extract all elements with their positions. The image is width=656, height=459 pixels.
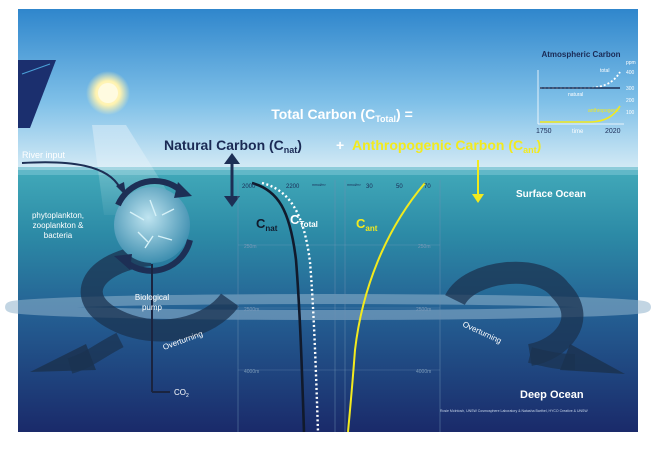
- plankton-globe: [114, 187, 190, 263]
- inset-anthropogenic-line: [540, 105, 621, 123]
- plankton-icon: [129, 199, 175, 249]
- profile-right-depth-2: 2500m: [416, 307, 431, 313]
- overturning-right-arrow: [445, 261, 584, 366]
- inset-x-start: 1750: [536, 128, 552, 135]
- profile-left-panel: [237, 180, 336, 432]
- profile-right-depth-1: 250m: [418, 244, 431, 250]
- ctotal-profile-line: [261, 181, 320, 433]
- profile-left-unit: mmol/m³: [312, 183, 326, 187]
- profile-right-tick-3: 70: [424, 184, 431, 190]
- credit-text: Rosie McIntosh, UNSW Cosmosphere Laborat…: [440, 409, 588, 413]
- cycle-arrows-icon: [115, 178, 193, 274]
- profile-left-tick-1: 2000: [242, 184, 256, 190]
- inset-ytick-3: 200: [626, 98, 635, 104]
- inset-label-natural: natural: [568, 92, 583, 98]
- profile-right-unit: mmol/m³: [347, 183, 361, 187]
- cnat-label: Cnat: [256, 216, 278, 233]
- profile-right-tick-2: 50: [396, 184, 403, 190]
- overturning-left-tail: [67, 332, 124, 374]
- overturning-left-arrow: [80, 244, 239, 342]
- ctotal-label: CTotal: [290, 212, 318, 229]
- inset-x-mid: time: [572, 129, 584, 135]
- sun-core: [98, 83, 118, 103]
- deep-ocean-label: Deep Ocean: [520, 389, 584, 401]
- anthropogenic-carbon-label: Anthropogenic Carbon (Cant): [352, 137, 541, 155]
- plus-sign: +: [336, 137, 344, 153]
- exchange-arrowhead-up: [224, 153, 240, 164]
- natural-carbon-label: Natural Carbon (Cnat): [164, 137, 302, 155]
- biological-pump-label: Biological pump: [135, 293, 169, 312]
- inset-label-anthropogenic: anthropogenic: [588, 108, 620, 114]
- inset-ytick-4: 100: [626, 110, 635, 116]
- inset-ytick-2: 300: [626, 86, 635, 92]
- anthropogenic-uptake-arrowhead: [472, 194, 484, 203]
- atmospheric-carbon-inset: [537, 70, 624, 125]
- overturning-right-arrowhead: [560, 344, 625, 374]
- depth-gridlines: [238, 244, 440, 371]
- cant-profile-line: [347, 182, 426, 433]
- inset-title: Atmospheric Carbon: [541, 50, 620, 59]
- sea-surface: [18, 167, 638, 175]
- total-carbon-title: Total Carbon (CTotal) =: [271, 106, 413, 124]
- inset-label-total: total: [600, 68, 609, 74]
- cycle-arrowhead-top: [174, 182, 192, 198]
- profile-left-depth-2: 2500m: [244, 307, 259, 313]
- river-input-label: River input: [22, 150, 66, 160]
- satellite-panel-icon: [18, 60, 56, 128]
- river-input-arrowhead: [116, 182, 126, 196]
- cnat-profile-line: [251, 181, 306, 433]
- satellite-panel-line: [21, 63, 51, 75]
- profile-right-panel: [344, 180, 441, 432]
- profile-left-depth-1: 250m: [244, 244, 257, 250]
- profile-right-depth-3: 4000m: [416, 369, 431, 375]
- river-input-arrow: [21, 161, 121, 189]
- plankton-label: phytoplankton, zooplankton & bacteria: [32, 211, 84, 240]
- co2-label: CO2: [174, 388, 189, 399]
- surface-ocean-label: Surface Ocean: [516, 189, 586, 200]
- profile-left-depth-3: 4000m: [244, 369, 259, 375]
- exchange-arrowhead-down: [224, 196, 240, 207]
- inset-unit: ppm: [626, 60, 636, 66]
- profile-right-tick-1: 30: [366, 184, 373, 190]
- cycle-arrowhead-bottom: [114, 254, 132, 270]
- cant-label: Cant: [356, 216, 378, 233]
- overturning-right-tail: [528, 347, 576, 370]
- inset-ytick-1: 400: [626, 70, 635, 76]
- overturning-band: [5, 294, 651, 320]
- inset-x-end: 2020: [605, 128, 621, 135]
- profile-left-tick-2: 2200: [286, 184, 300, 190]
